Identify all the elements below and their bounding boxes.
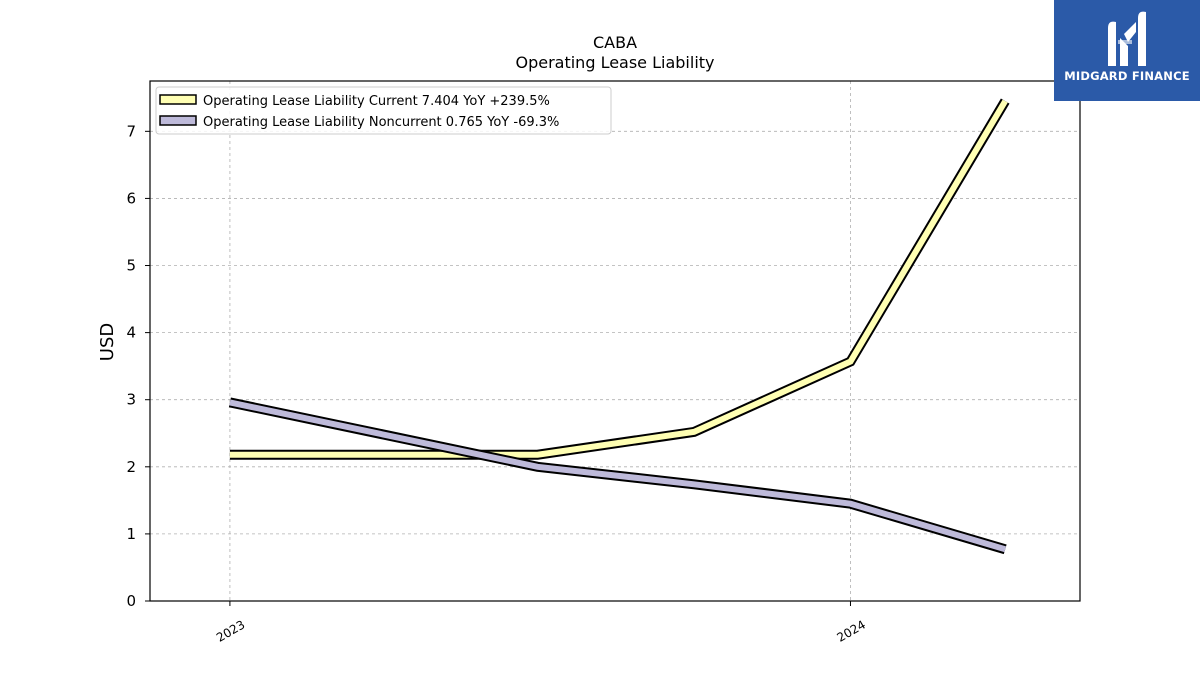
series-outline-0	[229, 98, 1010, 460]
brand-logo: MIDGARD FINANCE	[1054, 0, 1200, 101]
legend: Operating Lease Liability Current 7.404 …	[155, 86, 612, 135]
logo-text: MIDGARD FINANCE	[1064, 69, 1190, 83]
plot-frame	[149, 80, 1081, 602]
y-tick-label: 5	[126, 257, 136, 275]
y-tick-label: 6	[126, 189, 136, 207]
legend-swatch-current	[159, 94, 197, 105]
y-tick-label: 0	[126, 592, 136, 610]
y-tick-label: 4	[126, 324, 136, 342]
x-tick-label: 2024	[835, 617, 868, 644]
y-tick-label: 2	[126, 458, 136, 476]
series-line-1	[229, 399, 1007, 553]
y-axis-ticks: 0 1 2 3 4 5 6 7	[126, 122, 150, 610]
legend-swatch-noncurrent	[159, 115, 197, 126]
x-tick-label: 2023	[214, 617, 247, 644]
series-line-0	[229, 99, 1008, 458]
y-tick-label: 1	[126, 525, 136, 543]
legend-frame	[155, 86, 612, 135]
midgard-logo-icon	[1108, 11, 1146, 67]
legend-label-current: Operating Lease Liability Current 7.404 …	[203, 94, 550, 109]
series-lines	[228, 98, 1010, 555]
legend-label-noncurrent: Operating Lease Liability Noncurrent 0.7…	[203, 115, 559, 130]
chart-subtitle: Operating Lease Liability	[515, 53, 714, 72]
grid-lines	[150, 81, 1080, 602]
y-axis-label: USD	[97, 323, 118, 361]
chart-title: CABA	[593, 33, 637, 52]
x-axis-ticks: 2023 2024	[214, 601, 868, 645]
y-tick-label: 3	[126, 391, 136, 409]
y-tick-label: 7	[126, 122, 136, 140]
